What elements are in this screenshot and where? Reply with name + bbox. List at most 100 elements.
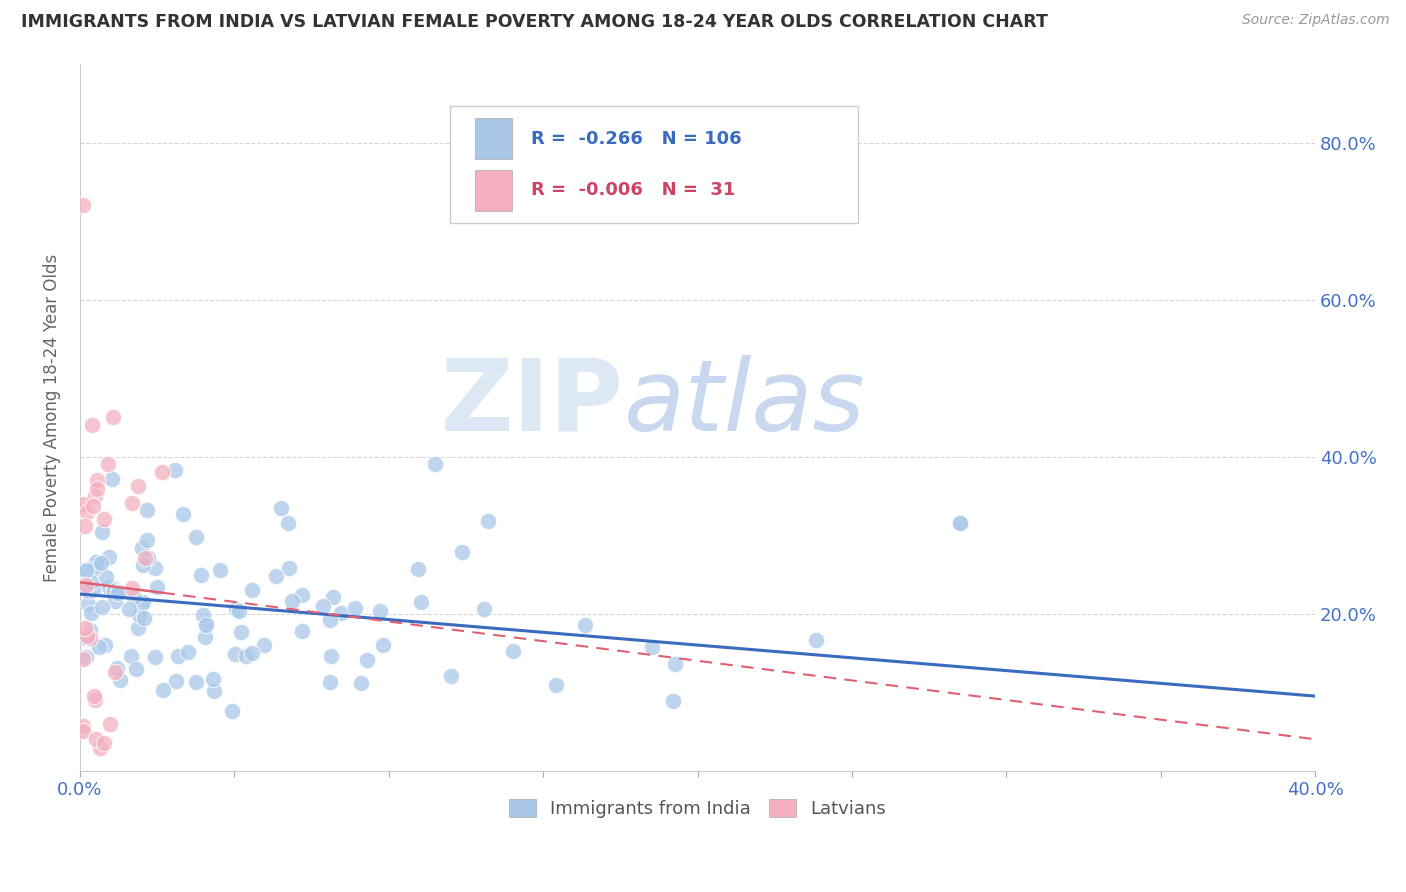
Point [136, 550, 159, 565]
Point [662, 694, 685, 708]
Point [125, 662, 148, 676]
Point [76, 629, 98, 643]
Point [143, 650, 166, 665]
Point [184, 675, 207, 690]
Point [131, 599, 153, 614]
Point [82, 499, 104, 513]
Point [224, 647, 246, 661]
Point [344, 600, 367, 615]
Point [79, 623, 101, 637]
Point [84, 555, 107, 569]
Point [131, 541, 153, 556]
Point [451, 545, 474, 559]
Point [804, 633, 827, 648]
Point [101, 410, 124, 425]
Text: IMMIGRANTS FROM INDIA VS LATVIAN FEMALE POVERTY AMONG 18-24 YEAR OLDS CORRELATIO: IMMIGRANTS FROM INDIA VS LATVIAN FEMALE … [21, 13, 1047, 31]
Point [103, 582, 125, 597]
Point [86, 473, 108, 487]
Point [72, 652, 94, 666]
Point [127, 478, 149, 492]
Point [291, 588, 314, 602]
Point [75, 650, 97, 665]
Point [127, 621, 149, 635]
Point [163, 463, 186, 477]
Point [79, 632, 101, 646]
Point [208, 563, 231, 577]
FancyBboxPatch shape [450, 106, 858, 223]
Point [98, 716, 121, 731]
Point [94, 570, 117, 584]
Point [235, 649, 257, 664]
Point [423, 458, 446, 472]
Point [121, 496, 143, 510]
Point [90, 600, 112, 615]
Point [76, 583, 98, 598]
Point [75, 566, 97, 580]
Point [132, 594, 155, 608]
Text: R =  -0.006   N =  31: R = -0.006 N = 31 [531, 181, 735, 199]
Point [146, 580, 169, 594]
Point [319, 613, 342, 627]
Point [93, 736, 115, 750]
Point [264, 569, 287, 583]
Point [228, 604, 250, 618]
FancyBboxPatch shape [475, 119, 512, 160]
Point [75, 578, 97, 592]
Text: atlas: atlas [623, 355, 865, 451]
Point [83, 689, 105, 703]
Point [322, 590, 344, 604]
Point [82, 418, 104, 433]
Point [94, 638, 117, 652]
Point [134, 550, 156, 565]
Text: R =  -0.266   N = 106: R = -0.266 N = 106 [531, 130, 741, 148]
Point [80, 606, 103, 620]
Point [184, 529, 207, 543]
Point [152, 683, 174, 698]
Point [225, 602, 247, 616]
Point [221, 705, 243, 719]
FancyBboxPatch shape [475, 169, 512, 211]
Point [502, 644, 524, 658]
Point [574, 618, 596, 632]
Point [167, 648, 190, 663]
Point [368, 605, 391, 619]
Point [202, 684, 225, 698]
Point [117, 602, 139, 616]
Point [82, 562, 104, 576]
Point [103, 584, 125, 599]
Text: ZIP: ZIP [440, 355, 623, 451]
Point [91, 524, 114, 539]
Point [103, 594, 125, 608]
Point [72, 719, 94, 733]
Point [143, 560, 166, 574]
Point [132, 558, 155, 572]
Point [411, 595, 433, 609]
Point [949, 516, 972, 531]
Point [86, 558, 108, 572]
Point [165, 674, 187, 689]
Point [349, 676, 371, 690]
Point [312, 599, 335, 614]
Point [93, 512, 115, 526]
Point [84, 732, 107, 747]
Point [229, 624, 252, 639]
Point [72, 724, 94, 739]
Point [373, 638, 395, 652]
Point [75, 563, 97, 577]
Point [86, 482, 108, 496]
Point [121, 581, 143, 595]
Point [90, 557, 112, 571]
Point [270, 500, 292, 515]
Point [107, 586, 129, 600]
Point [110, 673, 132, 687]
Legend: Immigrants from India, Latvians: Immigrants from India, Latvians [502, 791, 894, 825]
Point [194, 618, 217, 632]
Point [291, 624, 314, 639]
Point [83, 693, 105, 707]
Point [72, 198, 94, 212]
Point [107, 584, 129, 599]
Point [253, 638, 276, 652]
Point [472, 601, 495, 615]
Point [190, 567, 212, 582]
Point [439, 668, 461, 682]
